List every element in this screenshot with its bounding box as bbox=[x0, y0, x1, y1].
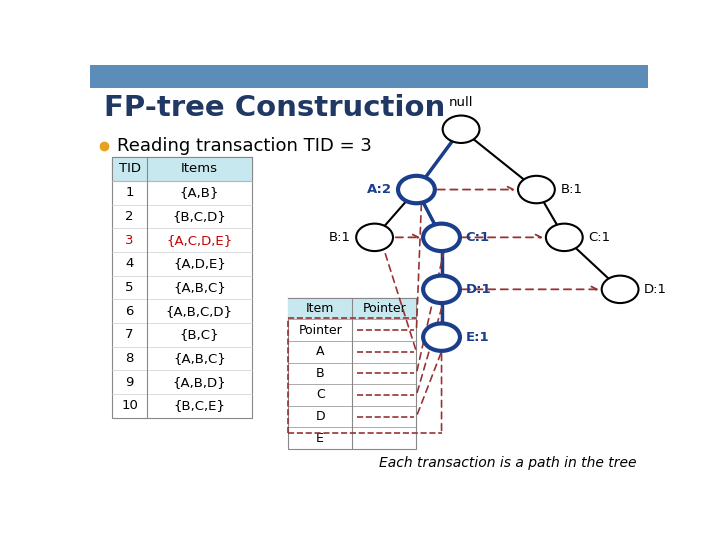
Text: FP-tree Construction: FP-tree Construction bbox=[104, 94, 445, 123]
FancyBboxPatch shape bbox=[288, 298, 416, 449]
FancyBboxPatch shape bbox=[288, 298, 416, 319]
Text: D:1: D:1 bbox=[466, 283, 491, 296]
Text: A:2: A:2 bbox=[367, 183, 392, 196]
Text: D:1: D:1 bbox=[644, 283, 667, 296]
Text: {A,B,C}: {A,B,C} bbox=[173, 352, 226, 365]
Text: 9: 9 bbox=[125, 376, 134, 389]
Circle shape bbox=[423, 275, 460, 303]
Text: {A,C,D,E}: {A,C,D,E} bbox=[166, 234, 233, 247]
Text: C: C bbox=[316, 388, 325, 401]
Text: {A,B,D}: {A,B,D} bbox=[173, 376, 226, 389]
Text: B: B bbox=[316, 367, 325, 380]
Text: E: E bbox=[316, 431, 324, 444]
Text: C:1: C:1 bbox=[588, 231, 611, 244]
Text: null: null bbox=[449, 96, 473, 109]
Text: Pointer: Pointer bbox=[362, 302, 406, 315]
FancyBboxPatch shape bbox=[112, 157, 252, 418]
Text: 10: 10 bbox=[121, 400, 138, 413]
Circle shape bbox=[443, 116, 480, 143]
Text: Each transaction is a path in the tree: Each transaction is a path in the tree bbox=[379, 456, 637, 470]
Text: Items: Items bbox=[181, 163, 218, 176]
Text: {B,C,E}: {B,C,E} bbox=[174, 400, 225, 413]
Text: {B,C,D}: {B,C,D} bbox=[173, 210, 226, 223]
Text: {A,B}: {A,B} bbox=[180, 186, 219, 199]
Text: 6: 6 bbox=[125, 305, 134, 318]
Text: Item: Item bbox=[306, 302, 334, 315]
Text: {A,D,E}: {A,D,E} bbox=[173, 257, 226, 270]
FancyBboxPatch shape bbox=[90, 65, 648, 87]
Text: TID: TID bbox=[119, 163, 140, 176]
Text: Reading transaction TID = 3: Reading transaction TID = 3 bbox=[117, 137, 372, 155]
Text: 5: 5 bbox=[125, 281, 134, 294]
Text: 3: 3 bbox=[125, 234, 134, 247]
Text: B:1: B:1 bbox=[560, 183, 582, 196]
FancyBboxPatch shape bbox=[112, 157, 252, 181]
Text: C:1: C:1 bbox=[466, 231, 490, 244]
Text: E:1: E:1 bbox=[466, 330, 489, 343]
Circle shape bbox=[518, 176, 555, 203]
Text: {A,B,C,D}: {A,B,C,D} bbox=[166, 305, 233, 318]
Text: 7: 7 bbox=[125, 328, 134, 341]
Circle shape bbox=[356, 224, 393, 251]
Text: D: D bbox=[315, 410, 325, 423]
Circle shape bbox=[423, 224, 460, 251]
Text: 1: 1 bbox=[125, 186, 134, 199]
Circle shape bbox=[423, 323, 460, 351]
Text: 8: 8 bbox=[125, 352, 134, 365]
Circle shape bbox=[546, 224, 582, 251]
Text: {B,C}: {B,C} bbox=[179, 328, 219, 341]
Circle shape bbox=[602, 275, 639, 303]
Text: 2: 2 bbox=[125, 210, 134, 223]
Text: B:1: B:1 bbox=[328, 231, 351, 244]
Text: A: A bbox=[316, 345, 325, 358]
Text: {A,B,C}: {A,B,C} bbox=[173, 281, 226, 294]
Text: 4: 4 bbox=[125, 257, 134, 270]
Circle shape bbox=[398, 176, 435, 203]
Text: Pointer: Pointer bbox=[298, 323, 342, 336]
